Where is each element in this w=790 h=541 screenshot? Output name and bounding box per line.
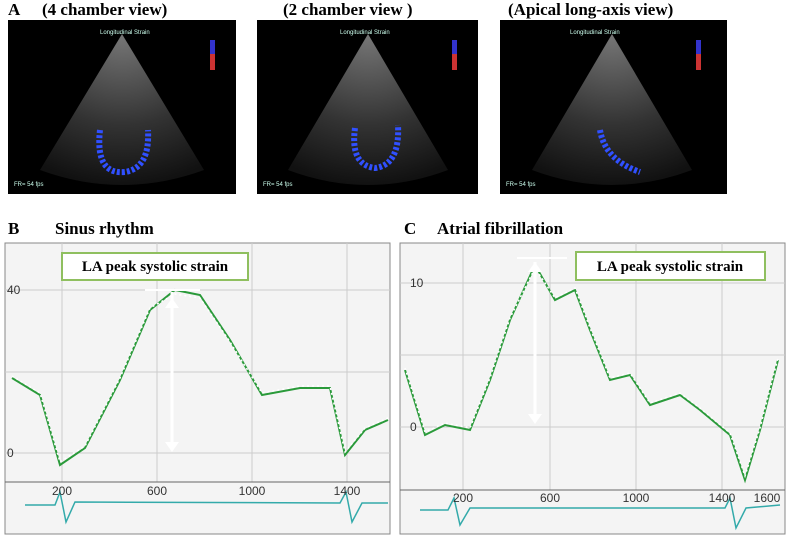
view-caption: (2 chamber view ) [283,0,413,19]
fps-label: FR= 54 fps [506,182,536,188]
fps-label: FR= 54 fps [14,182,44,188]
mode-label: Longitudinal Strain [100,30,150,36]
x-label: 1400 [709,491,736,505]
panel-title: Sinus rhythm [55,219,154,238]
panel-title: Atrial fibrillation [437,219,564,238]
y-label: 0 [410,420,417,434]
x-label: 1600 [754,491,781,505]
y-label: 40 [7,283,21,297]
x-label: 600 [540,491,560,505]
x-label: 1400 [334,484,361,498]
view-caption: (Apical long-axis view) [508,0,673,19]
y-label: 10 [410,276,424,290]
view-caption: (4 chamber view) [42,0,167,19]
strain-plot: LA peak systolic strain 40 0 200 600 100… [4,242,391,535]
panel-letter: C [404,219,416,238]
echo-image: Longitudinal Strain FR= 54 fps [257,20,478,194]
x-label: 200 [52,484,72,498]
annotation: LA peak systolic strain [82,259,229,275]
panel-letter: B [8,219,19,238]
mode-label: Longitudinal Strain [570,30,620,36]
echo-image: Longitudinal Strain FR= 54 fps [8,20,236,194]
fps-label: FR= 54 fps [263,182,293,188]
x-label: 1000 [239,484,266,498]
x-label: 600 [147,484,167,498]
strain-plot: LA peak systolic strain 10 0 200 600 100… [399,242,786,535]
x-label: 1000 [623,491,650,505]
panel-letter: A [8,0,21,19]
echo-image: Longitudinal Strain FR= 54 fps [500,20,727,194]
mode-label: Longitudinal Strain [340,30,390,36]
x-label: 200 [453,491,473,505]
y-label: 0 [7,446,14,460]
annotation: LA peak systolic strain [597,259,744,275]
